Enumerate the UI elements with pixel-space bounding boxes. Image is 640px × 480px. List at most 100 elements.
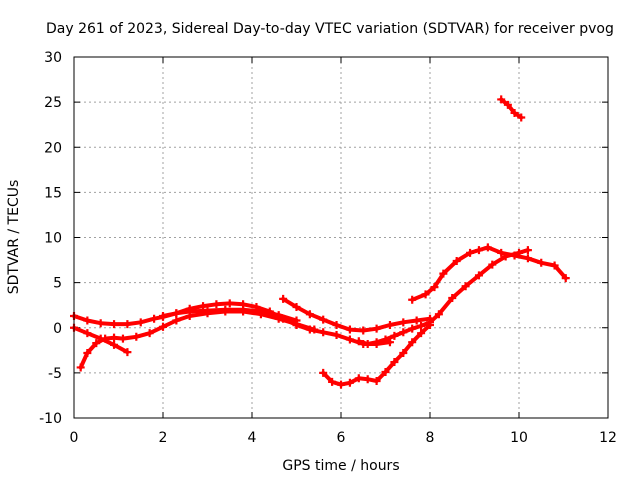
x-tick-label: 10	[510, 430, 528, 446]
data-point	[345, 335, 354, 344]
data-point	[110, 333, 119, 342]
x-tick-label: 2	[159, 430, 168, 446]
y-tick-label: 20	[44, 140, 62, 156]
data-point	[412, 316, 421, 325]
x-tick-label: 8	[426, 430, 435, 446]
data-point	[319, 315, 328, 324]
data-point	[123, 320, 132, 329]
data-point	[474, 271, 483, 280]
y-tick-label: -10	[39, 411, 62, 427]
data-point	[390, 358, 399, 367]
data-point	[132, 332, 141, 341]
data-point	[421, 290, 430, 299]
data-point	[83, 349, 92, 358]
data-point	[118, 334, 127, 343]
data-point	[274, 311, 283, 320]
y-tick-label: 25	[44, 95, 62, 111]
data-point	[399, 328, 408, 337]
data-point	[305, 325, 314, 334]
data-point	[292, 302, 301, 311]
x-tick-label: 12	[599, 430, 617, 446]
data-point	[417, 329, 426, 338]
data-point	[225, 299, 234, 308]
data-point	[159, 312, 167, 321]
series-trace	[356, 248, 530, 346]
data-point	[305, 310, 314, 319]
data-point	[448, 293, 457, 302]
data-point	[136, 318, 145, 327]
data-point	[212, 300, 221, 309]
x-axis-label: GPS time / hours	[282, 458, 399, 474]
data-point	[110, 320, 119, 329]
data-point	[363, 339, 372, 348]
data-point	[399, 318, 408, 327]
series-trace	[499, 97, 524, 120]
data-point	[83, 316, 92, 325]
data-point	[497, 95, 506, 104]
data-point	[408, 295, 417, 304]
series-arc-4	[159, 305, 301, 325]
series-arc-2	[70, 323, 132, 357]
data-point	[172, 309, 181, 318]
data-point	[185, 307, 194, 316]
data-point	[510, 108, 519, 117]
plot-frame	[73, 56, 609, 419]
data-point	[372, 376, 381, 385]
x-tick-label: 0	[70, 430, 79, 446]
data-point	[381, 335, 390, 344]
y-tick-label: -5	[48, 366, 62, 382]
data-point	[292, 321, 301, 330]
data-point	[372, 324, 381, 333]
data-point	[76, 363, 85, 372]
data-point	[483, 243, 492, 252]
data-point	[390, 331, 399, 340]
y-tick-label: 5	[53, 276, 62, 292]
data-point	[332, 321, 341, 330]
chart-title: Day 261 of 2023, Sidereal Day-to-day VTE…	[46, 21, 614, 37]
data-point	[145, 329, 154, 338]
data-point	[474, 246, 483, 255]
data-point	[408, 338, 417, 347]
data-point	[345, 325, 354, 334]
data-point	[426, 318, 434, 327]
data-point	[332, 330, 341, 339]
x-tick-label: 4	[248, 430, 257, 446]
grid-lines	[74, 57, 608, 418]
data-point	[385, 321, 394, 330]
data-point	[430, 283, 439, 292]
data-point	[221, 305, 230, 314]
data-point	[359, 326, 368, 335]
data-point	[319, 328, 328, 337]
data-point	[550, 261, 559, 270]
series-arc-10	[497, 95, 526, 122]
data-point	[354, 337, 363, 346]
data-point	[399, 349, 408, 358]
data-points	[70, 95, 570, 389]
axis-ticks: 0 2 4 6 8 10 12 -10 -5 0 5 10 15 20 25 30	[39, 50, 617, 446]
data-point	[503, 100, 512, 109]
data-point	[537, 258, 546, 267]
data-point	[203, 306, 212, 315]
data-point	[199, 302, 208, 311]
y-tick-label: 10	[44, 231, 62, 247]
data-point	[381, 367, 390, 376]
data-point	[439, 269, 448, 278]
data-point	[452, 256, 461, 265]
data-point	[92, 339, 101, 348]
data-point	[488, 260, 497, 269]
data-point	[123, 348, 132, 357]
data-point	[83, 329, 92, 338]
data-point	[466, 248, 475, 257]
series-arc-7	[319, 321, 434, 389]
data-point	[561, 274, 570, 283]
data-point	[319, 368, 328, 377]
series-arc-6	[292, 321, 394, 348]
data-point	[523, 254, 532, 263]
data-point	[110, 340, 119, 349]
data-point	[497, 248, 506, 257]
data-point	[239, 305, 248, 314]
data-point	[523, 246, 532, 255]
y-tick-label: 0	[53, 321, 62, 337]
data-point	[354, 374, 363, 383]
